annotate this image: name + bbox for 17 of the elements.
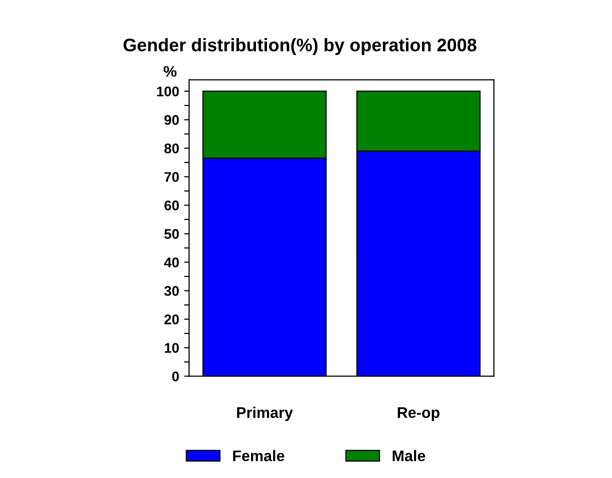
legend-label: Female [233,450,284,462]
y-tick-label: 0 [172,372,179,382]
y-tick-label: 100 [157,86,179,96]
y-tick-label: 20 [164,314,179,324]
y-tick-label: 30 [164,286,179,296]
y-tick-label: 60 [164,200,179,210]
y-tick-label: 50 [164,229,179,239]
y-tick-label: 40 [164,258,179,268]
y-tick-label: 10 [164,343,179,353]
x-tick-label: Re-op [398,407,440,421]
legend-label: Male [392,450,426,462]
y-tick-label: 70 [164,172,179,182]
chart-title: Gender distribution(%) by operation 2008 [124,38,476,55]
y-axis-title: % [164,66,177,77]
y-tick-label: 80 [164,144,179,154]
y-tick-label: 90 [164,115,179,125]
x-tick-label: Primary [237,406,293,421]
